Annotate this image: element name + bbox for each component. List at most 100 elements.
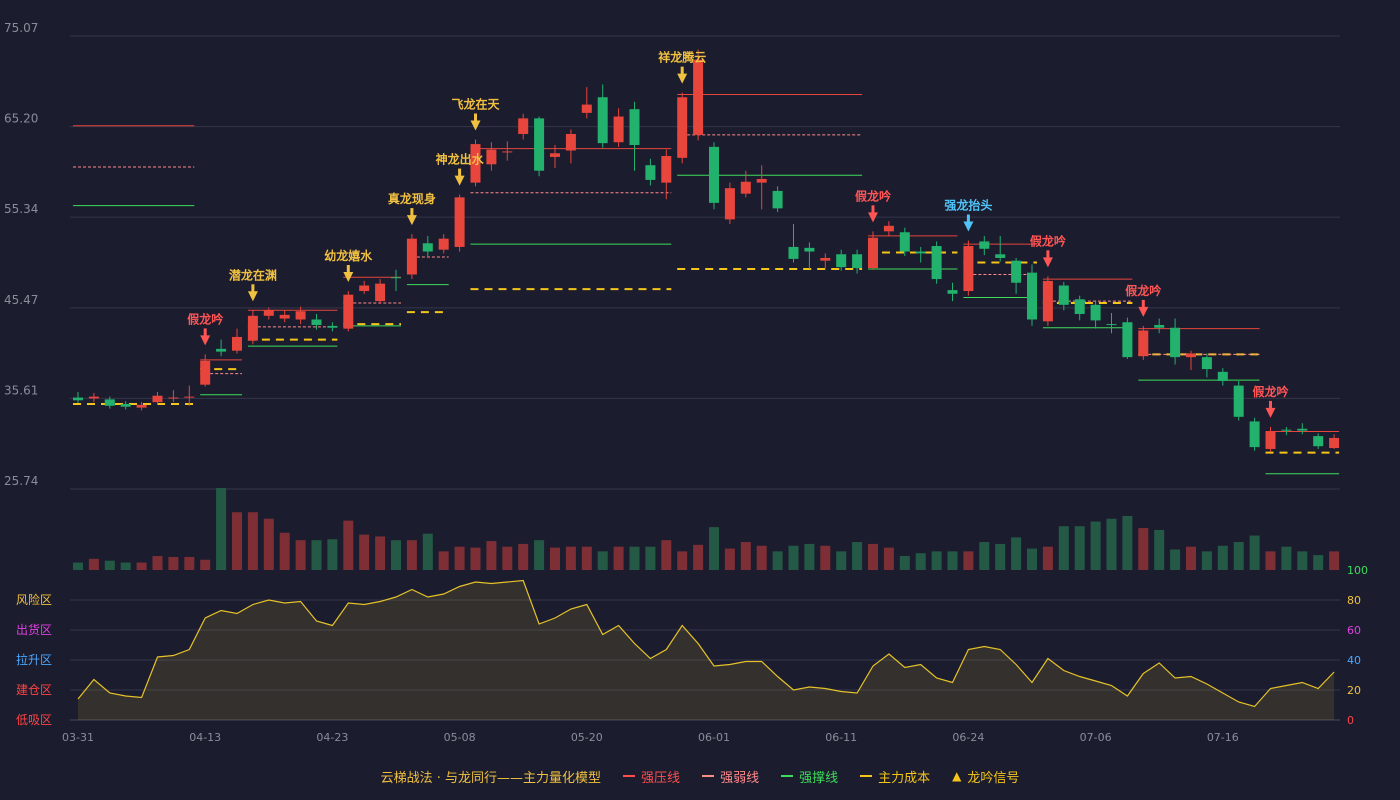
volume-bar <box>661 540 672 570</box>
candle-body <box>152 395 163 403</box>
volume-bar <box>1122 515 1133 570</box>
oscillator-line <box>77 579 1335 720</box>
signal-label: 真龙现身 <box>388 191 436 206</box>
candle-body <box>1217 371 1228 382</box>
candle-body <box>868 237 878 269</box>
candle-body <box>820 257 831 261</box>
volume-bar <box>740 542 751 570</box>
signal-arrow-stem <box>203 328 207 337</box>
volume-bar <box>709 527 719 570</box>
candle-body <box>1074 299 1085 314</box>
candle-body <box>311 319 322 325</box>
volume-bar <box>343 520 354 570</box>
candle-body <box>216 348 227 352</box>
price-tick-label: 45.47 <box>4 293 38 307</box>
volume-bar <box>836 551 847 570</box>
zone-label: 拉升区 <box>16 652 52 667</box>
candle-body <box>1265 431 1276 449</box>
signal-arrow <box>470 120 481 131</box>
signal-arrow <box>247 291 258 302</box>
signal-arrow-stem <box>871 205 875 214</box>
candle-body <box>1154 324 1165 328</box>
signal-arrow <box>963 221 974 232</box>
zone-label: 出货区 <box>16 622 52 637</box>
volume-bar <box>1313 555 1324 570</box>
signal-arrow <box>868 212 878 223</box>
resistance-line-swatch <box>623 775 636 777</box>
candle-body <box>168 397 179 399</box>
date-tick-label: 06-11 <box>825 731 857 744</box>
candle-body <box>73 397 83 401</box>
volume-bar <box>247 512 258 570</box>
signal-arrow-stem <box>346 265 350 274</box>
candle-body <box>597 97 608 144</box>
legend-title: 云梯战法 · 与龙同行——主力量化模型 <box>380 770 602 786</box>
candle-body <box>1297 428 1308 431</box>
candle-body <box>836 254 847 268</box>
legend-item-cost: 主力成本 <box>860 767 930 786</box>
candle-body <box>661 156 672 183</box>
candle-body <box>88 396 99 399</box>
oscillator-tick-label: 60 <box>1347 624 1361 637</box>
candle-body <box>947 290 958 294</box>
candle-body <box>1058 285 1069 305</box>
volume-bar <box>168 556 179 570</box>
volume-bar <box>724 548 735 570</box>
candle-body <box>1313 436 1324 447</box>
legend-item-weak: 强弱线 <box>702 767 759 786</box>
zone-label: 风险区 <box>16 592 52 607</box>
price-tick-label: 25.74 <box>4 474 38 488</box>
volume-bar <box>152 556 163 570</box>
date-tick-label: 06-24 <box>952 731 984 744</box>
volume-bar <box>200 559 211 570</box>
price-axis-labels: 75.07 65.20 55.34 45.47 35.61 25.74 <box>4 21 38 488</box>
candle-body <box>1186 353 1196 358</box>
candle-body <box>1329 437 1340 449</box>
legend-item-resistance: 强压线 <box>623 767 680 786</box>
candle-body <box>343 294 354 329</box>
candle-body <box>677 97 688 158</box>
volume-bar <box>454 546 465 570</box>
candle-body <box>534 118 545 171</box>
candle-body <box>899 232 910 252</box>
signal-label: 假龙吟 <box>1030 233 1066 248</box>
candle-body <box>247 315 258 341</box>
volume-bar <box>1217 545 1228 570</box>
candle-body <box>1090 304 1101 321</box>
volume-bar <box>677 551 688 570</box>
price-tick-label: 75.07 <box>4 21 38 35</box>
volume-bar <box>470 547 481 570</box>
candle-body <box>979 241 990 249</box>
volume-bar <box>359 534 370 570</box>
signal-arrow <box>1265 407 1276 418</box>
weak-line-swatch <box>702 775 715 777</box>
candle-body <box>915 251 926 254</box>
volume-bar <box>120 562 131 570</box>
candle-body <box>120 403 131 407</box>
volume-bar <box>693 544 704 570</box>
signal-label: 强龙抬头 <box>944 198 992 213</box>
volume-bar <box>216 488 227 570</box>
signal-label: 假龙吟 <box>187 311 223 326</box>
volume-bar <box>947 551 958 570</box>
volume-bar <box>788 545 799 570</box>
volume-bar <box>852 542 863 570</box>
support-line-swatch <box>781 775 794 777</box>
candle-body <box>1011 260 1022 283</box>
volume-bar <box>1186 546 1196 570</box>
price-tick-label: 55.34 <box>4 202 38 216</box>
volume-bar <box>931 551 942 570</box>
signal-label: 潜龙在渊 <box>229 267 277 282</box>
volume-bar <box>550 547 560 570</box>
signal-arrow-stem <box>1046 250 1050 259</box>
candle-body <box>1042 280 1053 322</box>
candle-body <box>788 246 799 259</box>
candle-body <box>1201 357 1212 370</box>
volume-bar <box>613 546 624 570</box>
signal-arrow <box>677 73 688 84</box>
candle-body <box>422 243 433 252</box>
candle-body <box>772 190 783 209</box>
candle-body <box>740 181 751 194</box>
signal-arrow <box>343 272 354 283</box>
